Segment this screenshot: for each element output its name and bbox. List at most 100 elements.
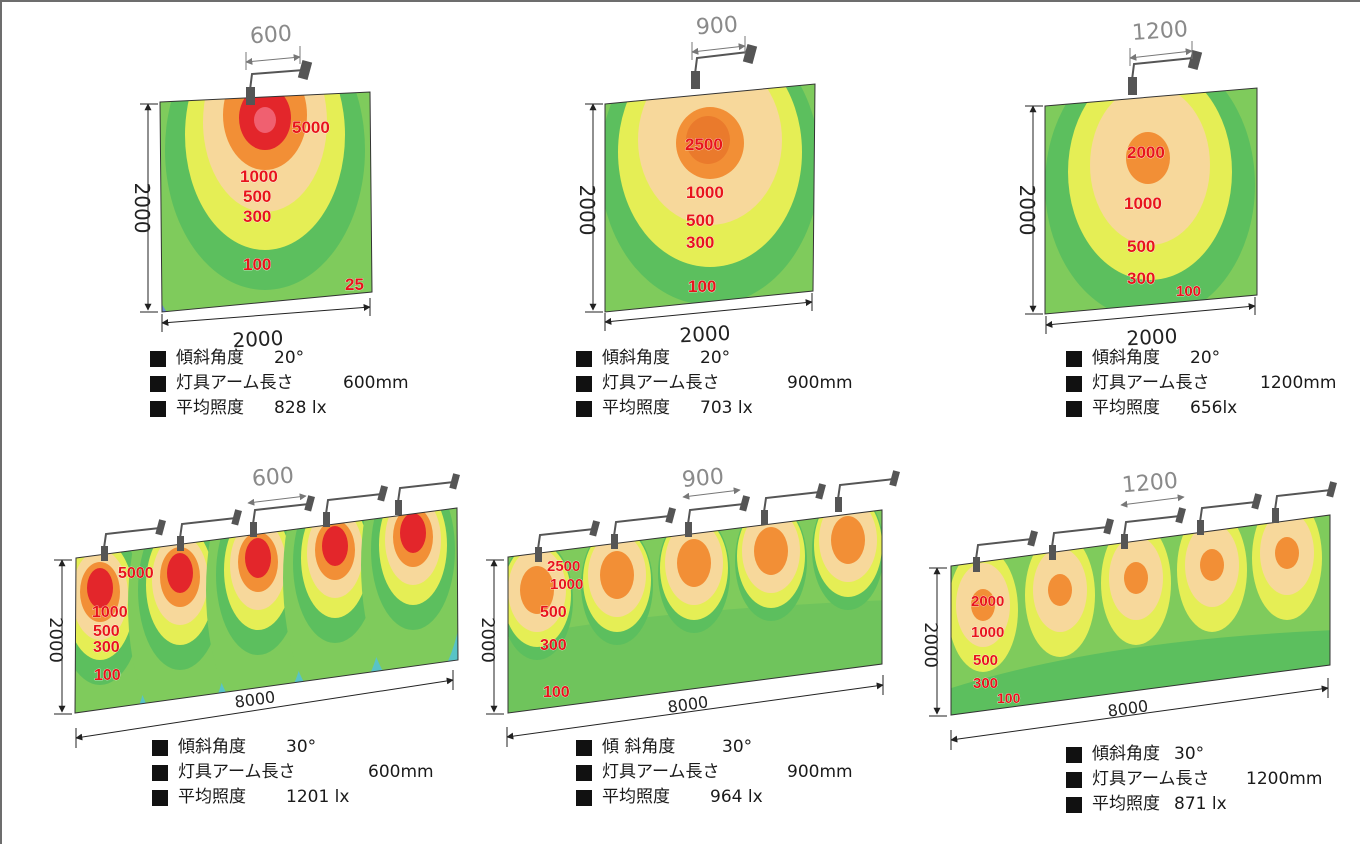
- iso-label: 1000: [686, 183, 724, 202]
- luminaire-arm: [1051, 526, 1109, 548]
- caption-value: 1200mm: [1260, 373, 1337, 393]
- caption-label: 平均照度: [178, 787, 246, 807]
- light-spot: [754, 527, 788, 575]
- height-label: 2000: [130, 183, 154, 234]
- light-spot: [971, 589, 995, 621]
- luminaire-icon: [246, 60, 313, 105]
- luminaire-icon: [101, 546, 108, 561]
- contour-map-3: [1045, 88, 1257, 314]
- iso-label: 2500: [547, 558, 580, 575]
- luminaire-icon: [155, 519, 166, 536]
- light-spot: [322, 526, 348, 566]
- width-label: 8000: [666, 692, 709, 716]
- caption-panel-1: 傾斜角度 20° 灯具アーム長さ 600mm 平均照度 828 lx: [150, 346, 409, 421]
- iso-label: 2000: [971, 593, 1004, 610]
- iso-label: 1000: [971, 624, 1004, 641]
- iso-label: 500: [686, 211, 714, 230]
- span-label: 1200: [1131, 17, 1189, 46]
- iso-label: 500: [973, 652, 998, 669]
- iso-label: 100: [688, 277, 716, 296]
- caption-label: 灯具アーム長さ: [1092, 373, 1210, 393]
- luminaire-icon: [815, 483, 826, 500]
- caption-panel-4: 傾斜角度 30° 灯具アーム長さ 600mm 平均照度 1201 lx: [152, 735, 434, 810]
- caption-value: 30°: [722, 737, 753, 757]
- bullet-square-icon: [1066, 746, 1082, 763]
- caption-value: 828 lx: [274, 398, 327, 418]
- luminaire-icon: [1175, 507, 1186, 524]
- panel-4: 600 2000 8000 5000 1000 500 300 100: [45, 463, 460, 748]
- luminaire-icon: [973, 557, 980, 572]
- caption-label: 灯具アーム長さ: [176, 373, 294, 393]
- luminaire-icon: [377, 485, 388, 502]
- iso-label: 100: [997, 690, 1021, 706]
- span-label: 900: [695, 12, 739, 40]
- luminaire-icon: [889, 470, 900, 487]
- light-spot: [600, 551, 634, 599]
- luminaire-icon: [739, 495, 750, 512]
- bullet-square-icon: [150, 350, 166, 367]
- luminaire-icon: [1128, 50, 1203, 95]
- light-spot: [87, 568, 113, 608]
- iso-label: 100: [94, 667, 121, 684]
- luminaire-icon: [665, 507, 676, 524]
- caption-label: 傾斜角度: [1092, 744, 1160, 764]
- height-label: 2000: [1015, 185, 1039, 236]
- panel-5: 900 2000 8000 2500 1000 500 300 100: [477, 464, 900, 747]
- iso-label: 5000: [118, 565, 154, 582]
- height-label: 2000: [920, 622, 941, 668]
- luminaire-icon: [395, 500, 402, 515]
- bullet-square-icon: [1066, 375, 1082, 392]
- caption-value: 600mm: [343, 373, 409, 393]
- luminaire-arm: [397, 481, 455, 503]
- width-label: 8000: [1106, 696, 1149, 720]
- light-spot: [400, 513, 426, 553]
- luminaire-arm: [763, 491, 821, 513]
- iso-label: 500: [1127, 237, 1155, 256]
- caption-label: 灯具アーム長さ: [602, 762, 720, 782]
- bullet-square-icon: [576, 789, 592, 806]
- iso-label: 25: [345, 275, 364, 294]
- caption-value: 900mm: [787, 762, 853, 782]
- caption-label: 灯具アーム長さ: [602, 373, 720, 393]
- bullet-square-icon: [152, 739, 168, 756]
- luminaire-icon: [231, 509, 242, 526]
- iso-label: 1000: [1124, 194, 1162, 213]
- height-label: 2000: [575, 185, 599, 236]
- luminaire-icon: [685, 522, 692, 537]
- luminaire-icon: [835, 497, 842, 512]
- caption-value: 1200mm: [1246, 769, 1323, 789]
- bullet-square-icon: [1066, 350, 1082, 367]
- contour-map-1: [160, 92, 372, 312]
- iso-label: 1000: [550, 576, 583, 593]
- caption-value: 871 lx: [1174, 794, 1227, 814]
- light-spot: [831, 516, 865, 564]
- light-spot: [1048, 574, 1072, 606]
- luminaire-arm: [1123, 515, 1181, 537]
- bullet-square-icon: [1066, 771, 1082, 788]
- iso-label: 500: [540, 604, 567, 621]
- iso-label: 1000: [240, 167, 278, 186]
- caption-value: 964 lx: [710, 787, 763, 807]
- iso-label: 2500: [685, 135, 723, 154]
- iso-label: 2000: [1127, 143, 1165, 162]
- span-label: 600: [251, 463, 295, 492]
- luminaire-icon: [535, 547, 542, 562]
- bullet-square-icon: [150, 400, 166, 417]
- caption-label: 灯具アーム長さ: [178, 762, 296, 782]
- caption-label: 傾斜角度: [1092, 348, 1160, 368]
- iso-label: 300: [686, 233, 714, 252]
- luminaire-arm: [613, 515, 671, 537]
- caption-value: 600mm: [368, 762, 434, 782]
- luminaire-row: [101, 473, 460, 561]
- iso-label: 500: [243, 187, 271, 206]
- light-spot: [167, 553, 193, 593]
- caption-value: 1201 lx: [286, 787, 350, 807]
- caption-label: 平均照度: [176, 398, 244, 418]
- bullet-square-icon: [576, 350, 592, 367]
- luminaire-arm: [179, 517, 237, 539]
- luminaire-icon: [177, 536, 184, 551]
- light-spot: [1275, 537, 1299, 569]
- luminaire-icon: [1326, 481, 1337, 498]
- panel-1: 600 2000 2000 5000 1000 500 300 100 25: [130, 21, 373, 352]
